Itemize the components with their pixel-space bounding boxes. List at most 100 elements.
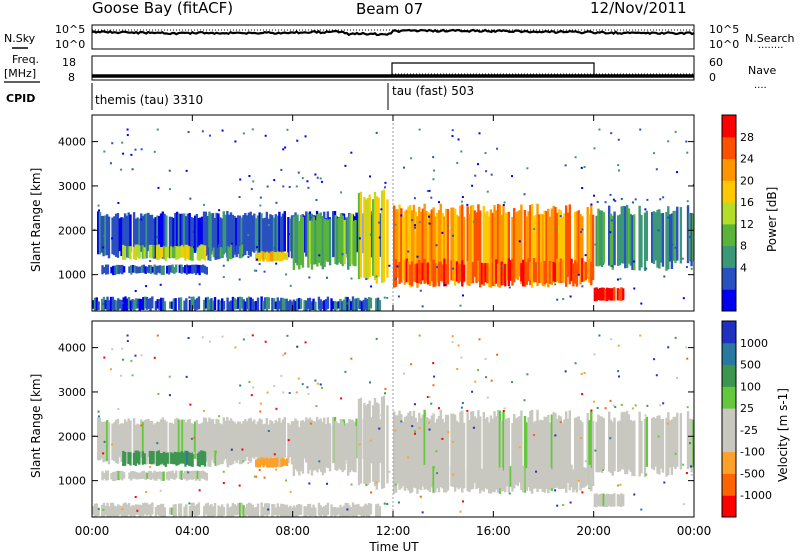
velocity-cell (296, 420, 299, 472)
velocity-cell (366, 403, 370, 486)
velocity-cell (206, 421, 209, 461)
velocity-cell (148, 450, 152, 464)
power-cell (200, 265, 203, 273)
velocity-cell (151, 502, 154, 515)
power-speckle (686, 151, 689, 154)
velocity-speckle (436, 472, 439, 475)
power-cell (111, 217, 114, 255)
power-cell (616, 288, 620, 301)
power-speckle (238, 196, 241, 199)
velocity-speckle (239, 384, 242, 387)
velocity-speckle (320, 386, 323, 389)
power-cell (502, 264, 505, 285)
velocity-cell (180, 470, 183, 480)
velocity-cell (638, 411, 641, 477)
power-cell (204, 297, 208, 309)
power-cell (566, 212, 570, 277)
velocity-cell (183, 506, 186, 517)
power-speckle (221, 129, 224, 132)
velocity-cell (287, 507, 290, 517)
power-cell (613, 287, 616, 301)
velocity-cell (193, 421, 197, 459)
velocity-cell (362, 505, 365, 517)
colorbar-tick-label: 20 (740, 174, 754, 187)
velocity-speckle (394, 483, 397, 486)
colorbar-tick-label: -100 (740, 446, 765, 459)
power-cell (455, 261, 459, 282)
colorbar-cell (722, 289, 736, 312)
velocity-cell (602, 493, 605, 507)
velocity-cell (134, 424, 138, 461)
power-cell (676, 206, 679, 261)
velocity-speckle (583, 372, 586, 375)
velocity-cell (595, 421, 598, 473)
power-cell (280, 297, 283, 311)
power-cell (618, 288, 621, 301)
velocity-cell (416, 422, 419, 494)
velocity-cell (314, 507, 317, 517)
velocity-speckle (435, 450, 438, 453)
power-speckle (378, 236, 381, 239)
power-cell (238, 246, 242, 259)
power-cell (180, 264, 183, 274)
power-cell (337, 217, 341, 263)
power-cell (362, 299, 365, 311)
power-speckle (602, 262, 605, 265)
colorbar-tick-label: 1000 (740, 337, 768, 350)
power-cell (183, 213, 186, 252)
velocity-cell (138, 504, 141, 517)
velocity-cell (220, 424, 224, 464)
power-speckle (441, 231, 444, 234)
power-cell (217, 213, 220, 259)
velocity-cell (200, 450, 203, 466)
velocity-cell (179, 419, 182, 458)
power-cell (493, 261, 496, 283)
colorbar-tick-label: -500 (740, 467, 765, 480)
velocity-cell (131, 470, 135, 479)
power-cell (196, 264, 199, 274)
velocity-cell (194, 505, 197, 517)
velocity-speckle (378, 427, 381, 430)
power-cell (281, 297, 285, 311)
power-cell (437, 261, 441, 287)
power-cell (256, 252, 260, 262)
velocity-cell (323, 506, 326, 517)
power-speckle (657, 229, 660, 232)
power-cell (260, 251, 263, 260)
power-cell (238, 296, 242, 311)
power-cell (321, 301, 324, 310)
velocity-cell (529, 410, 532, 492)
velocity-speckle (168, 375, 171, 378)
power-cell (247, 296, 251, 311)
velocity-cell (516, 417, 520, 486)
velocity-cell (237, 503, 240, 515)
velocity-speckle (267, 429, 270, 432)
velocity-speckle (472, 426, 475, 429)
power-cell (419, 262, 423, 285)
power-cell (363, 196, 366, 278)
velocity-cell (159, 453, 162, 465)
power-cell (548, 216, 552, 281)
velocity-cell (298, 504, 301, 516)
velocity-cell (288, 424, 292, 458)
velocity-cell (242, 505, 245, 517)
power-speckle (526, 167, 529, 170)
power-speckle (618, 169, 621, 172)
power-cell (127, 246, 130, 259)
power-speckle (346, 302, 349, 305)
velocity-speckle (153, 356, 156, 359)
power-cell (136, 244, 139, 258)
velocity-speckle (674, 336, 677, 339)
velocity-cell (153, 470, 156, 481)
power-heatmap (92, 115, 694, 311)
power-speckle (690, 267, 693, 270)
power-cell (166, 265, 169, 274)
velocity-cell (332, 507, 335, 516)
colorbar-cell (722, 202, 736, 225)
velocity-cell (620, 412, 623, 470)
power-cell (570, 258, 573, 282)
velocity-cell (654, 418, 657, 467)
velocity-cell (613, 417, 616, 472)
velocity-cell (142, 470, 146, 479)
power-speckle (577, 273, 580, 276)
